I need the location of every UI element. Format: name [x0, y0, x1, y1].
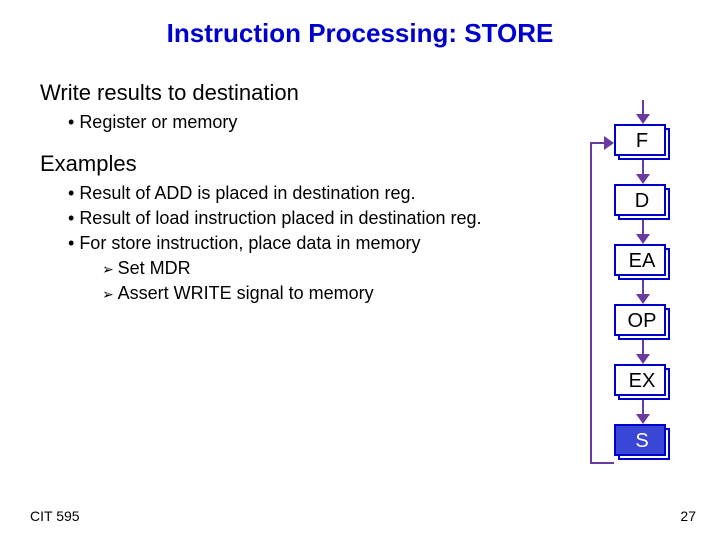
pipeline-stage-op: OP	[614, 304, 670, 340]
pipeline-stage-d: D	[614, 184, 670, 220]
pipeline-stage-f: F	[614, 124, 670, 160]
slide-title: Instruction Processing: STORE	[0, 18, 720, 49]
section2-sub1: Set MDR	[102, 258, 560, 279]
section2-bullet3: For store instruction, place data in mem…	[68, 233, 560, 254]
pipeline-stage-ex: EX	[614, 364, 670, 400]
pipeline-stage-ea: EA	[614, 244, 670, 280]
section2-bullet2: Result of load instruction placed in des…	[68, 208, 560, 229]
section2-bullet1: Result of ADD is placed in destination r…	[68, 183, 560, 204]
footer-page-number: 27	[680, 508, 696, 524]
pipeline-flowchart: FD EA OP EX S	[608, 100, 686, 500]
section2-heading: Examples	[40, 151, 560, 177]
section1-bullet1: Register or memory	[68, 112, 560, 133]
content-area: Write results to destination Register or…	[40, 80, 560, 308]
section2-sub2: Assert WRITE signal to memory	[102, 283, 560, 304]
pipeline-stage-s: S	[614, 424, 670, 460]
section1-heading: Write results to destination	[40, 80, 560, 106]
footer-course: CIT 595	[30, 508, 80, 524]
